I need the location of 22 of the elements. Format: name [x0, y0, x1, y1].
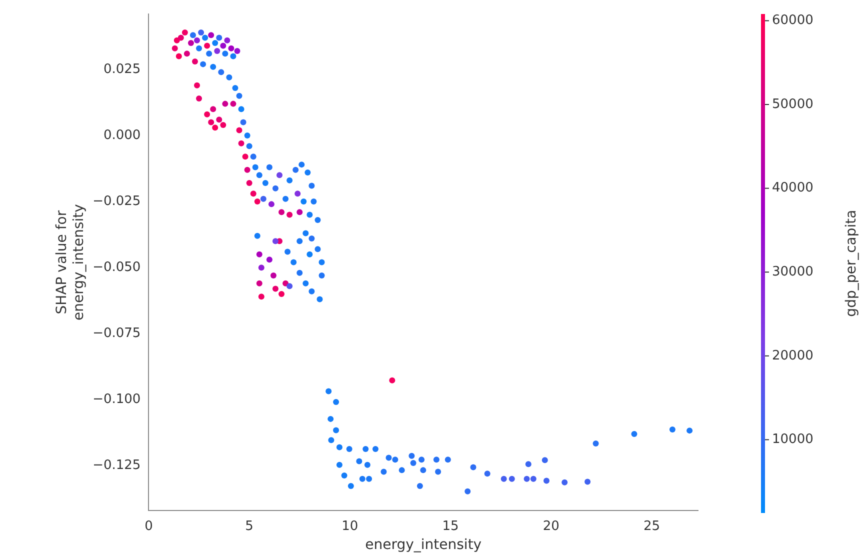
- x-tick-label: 15: [442, 518, 459, 534]
- x-tick-label: 20: [542, 518, 560, 534]
- y-tick-label: 0.025: [103, 62, 141, 77]
- y-tick-label: −0.025: [92, 194, 141, 209]
- x-tick-label: 25: [643, 518, 660, 534]
- y-tick-label: −0.075: [92, 326, 141, 341]
- y-tick-label: 0.000: [103, 128, 141, 143]
- color-bar-label: 20000: [772, 348, 814, 364]
- color-bar-label: 60000: [772, 13, 814, 28]
- y-tick-label: −0.125: [92, 458, 141, 474]
- x-axis-title: energy_intensity: [365, 537, 482, 554]
- y-tick-label: −0.050: [92, 260, 141, 275]
- x-tick-label: 0: [144, 518, 153, 534]
- color-bar-label: 40000: [772, 180, 814, 196]
- color-bar-title: gdp_per_capita: [844, 210, 860, 317]
- color-bar-label: 10000: [772, 432, 814, 448]
- color-bar-label: 50000: [772, 96, 814, 112]
- color-bar-label: 30000: [772, 264, 814, 280]
- x-tick-label: 5: [245, 518, 254, 534]
- y-tick-label: −0.100: [92, 392, 141, 408]
- x-tick-label: 10: [342, 518, 358, 534]
- y-axis-title: SHAP value for energy_intensity: [54, 204, 87, 321]
